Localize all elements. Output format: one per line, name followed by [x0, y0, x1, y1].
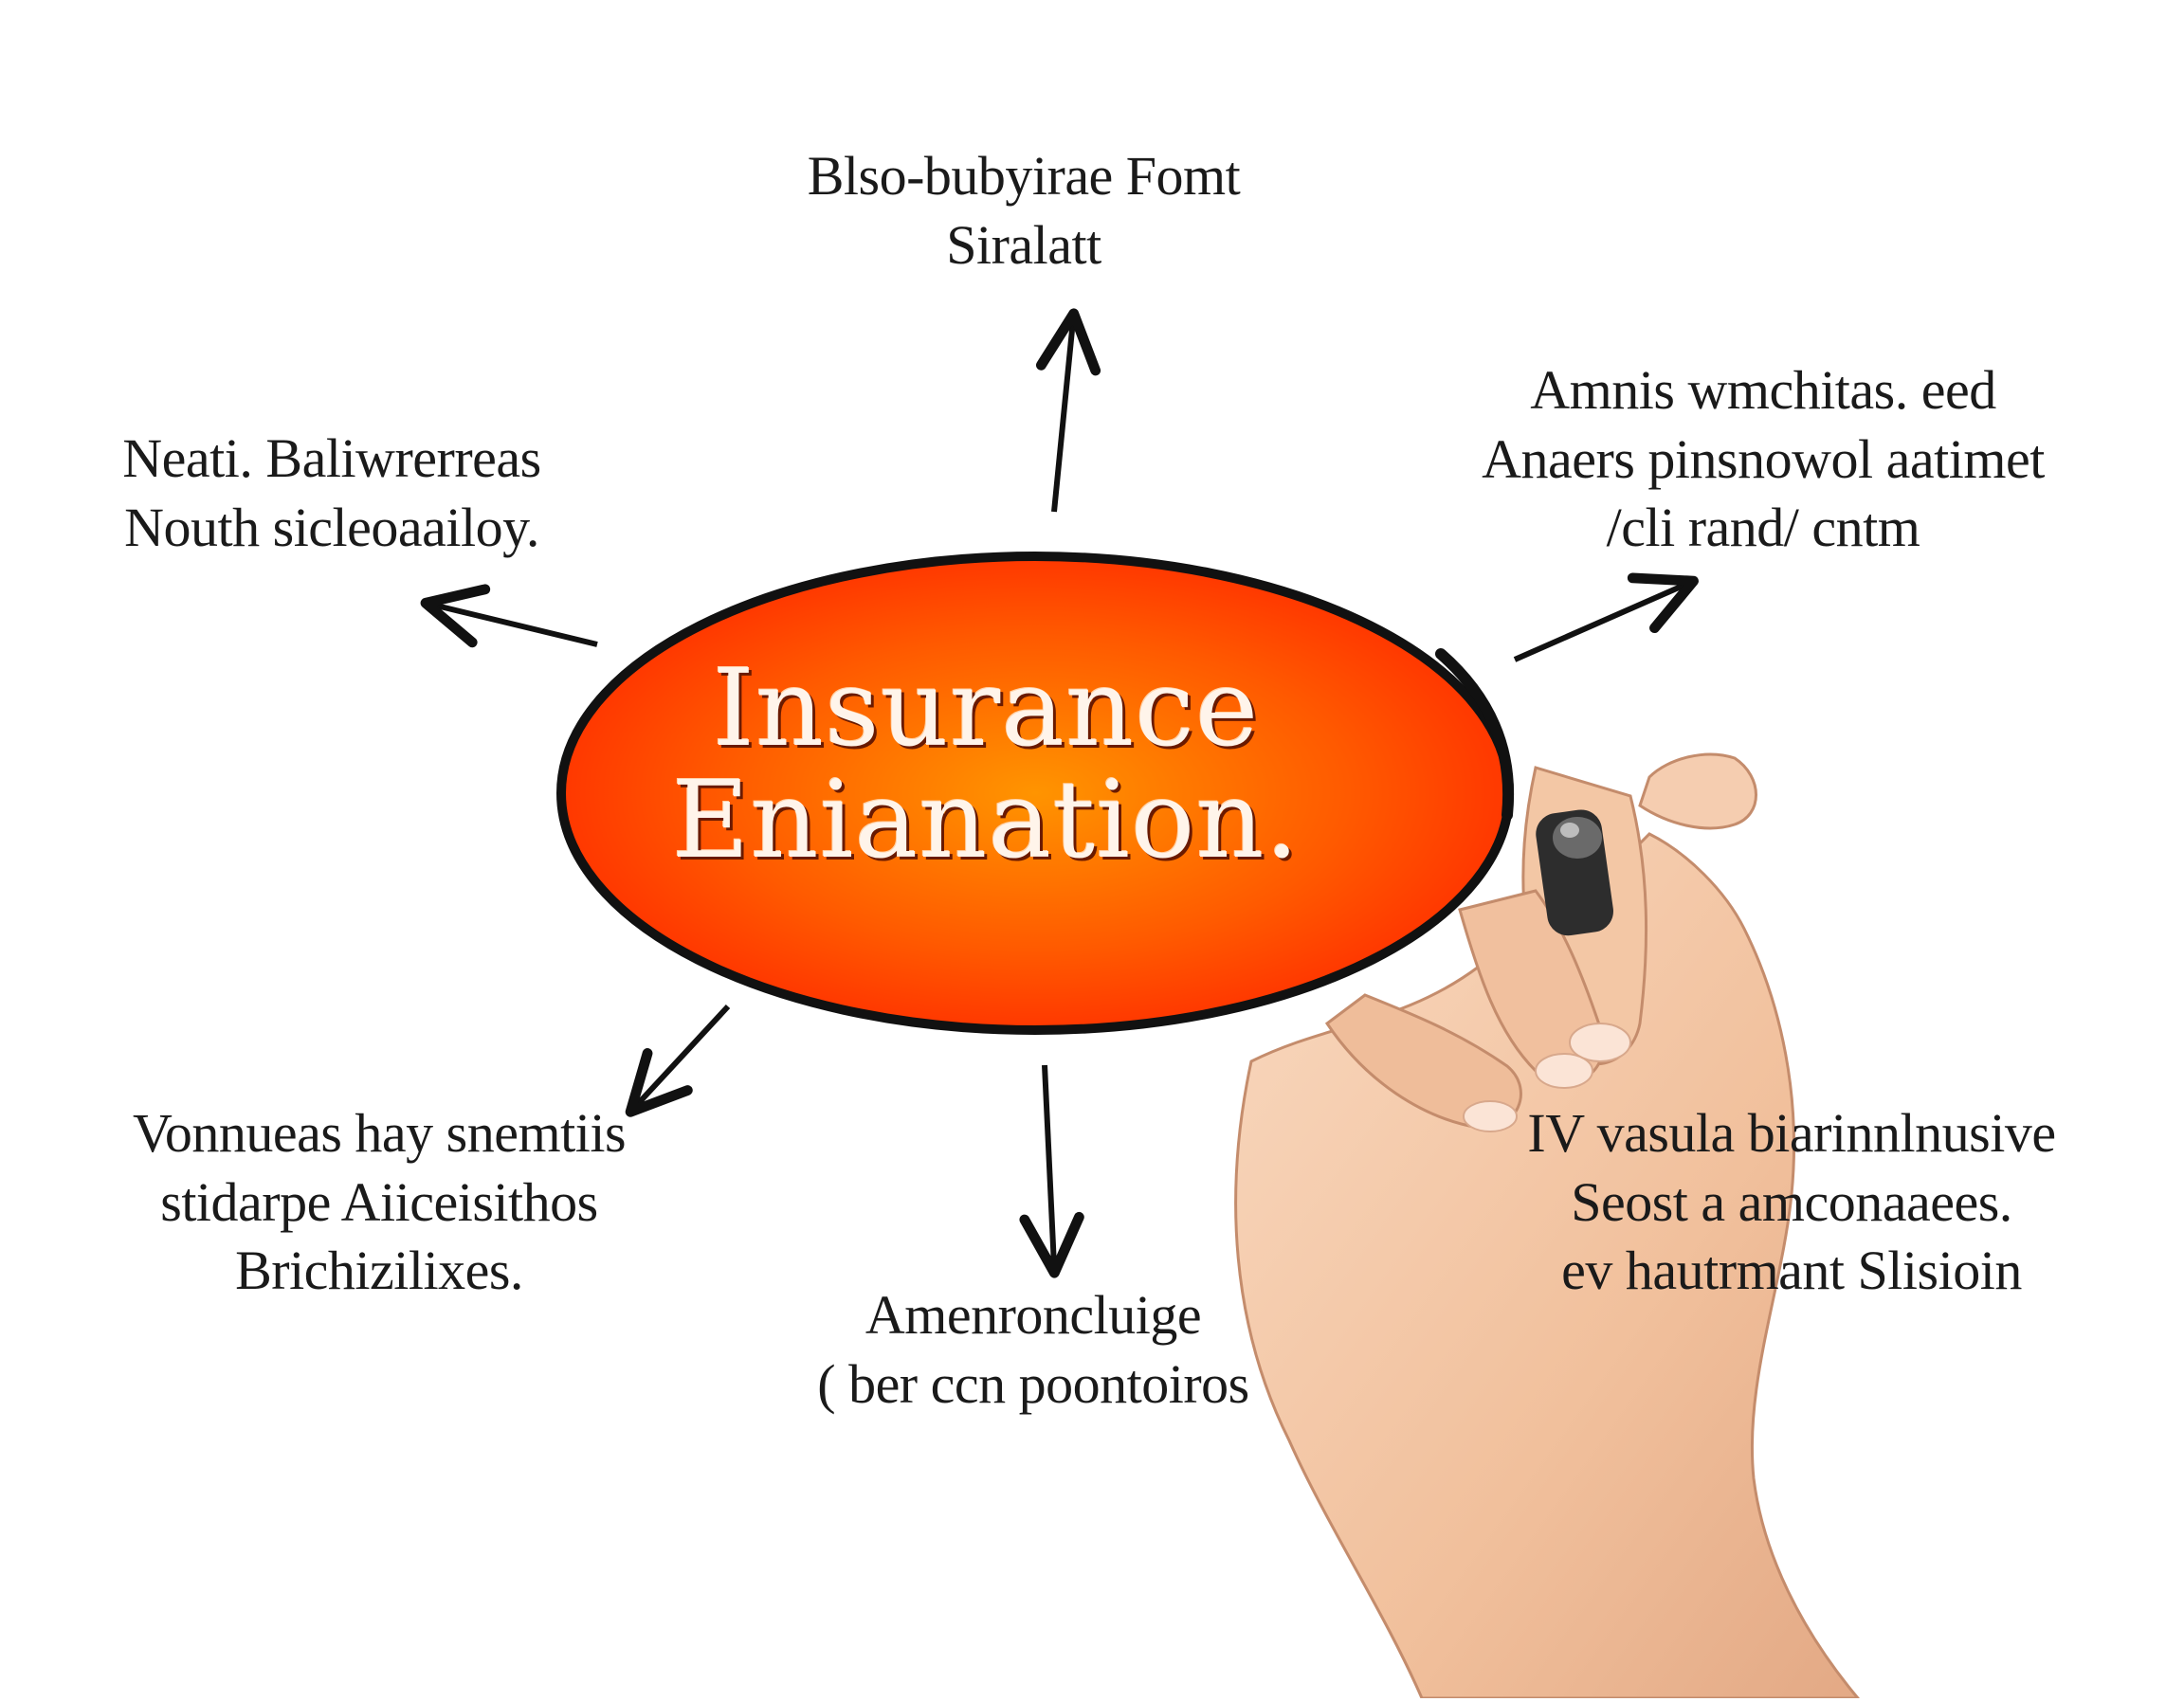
node-bottom-right-line-3: ev hautrmant Slisioin	[1561, 1240, 2022, 1301]
node-left-line-2: Nouth sicleoaailoy.	[124, 496, 539, 558]
node-bottom-left-line-2: stidarpe Aiiceisithos	[160, 1170, 598, 1233]
node-top-right: Amnis wmchitas. eed Anaers pinsnowol aat…	[1422, 356, 2104, 563]
center-title-line-1: Insurance	[712, 647, 1260, 770]
node-bottom-line-1: Amenroncluige	[864, 1284, 1202, 1346]
node-bottom-left: Vonnueas hay snemtiis stidarpe Aiiceisit…	[66, 1099, 692, 1306]
hand-ring-nail	[1463, 1100, 1518, 1132]
arrow-top-right	[1513, 572, 1699, 662]
node-bottom-line-2: ( ber ccn poontoiros	[817, 1352, 1249, 1415]
arrow-left	[420, 584, 598, 648]
hand-ring-finger	[1324, 993, 1522, 1130]
node-top-right-line-1: Amnis wmchitas. eed	[1530, 359, 1996, 421]
node-top-line-2: Siralatt	[946, 213, 1101, 276]
node-bottom-right-line-1: IV vasula biarinnlnusive	[1527, 1102, 2056, 1164]
node-left: Neati. Baliwrerreas Nouth sicleoaailoy.	[57, 425, 607, 562]
marker-cap-highlight	[1553, 817, 1602, 859]
marker-cap-shine	[1560, 823, 1579, 838]
arrow-bottom-left	[625, 1004, 731, 1117]
arrow-top	[1035, 308, 1101, 513]
hand-middle-nail	[1535, 1053, 1593, 1089]
node-bottom-right: IV vasula biarinnlnusive Seost a amconaa…	[1479, 1099, 2104, 1306]
node-top: Blso-bubyirae Fomt Siralatt	[720, 142, 1327, 280]
node-bottom-left-line-3: Brichizilixes.	[235, 1240, 523, 1301]
center-title: Insurance Enianation.	[588, 647, 1384, 882]
node-top-right-line-2: Anaers pinsnowol aatimet	[1482, 427, 2045, 490]
node-left-line-1: Neati. Baliwrerreas	[122, 427, 541, 489]
node-bottom: Amenroncluige ( ber ccn poontoiros	[749, 1281, 1318, 1419]
node-bottom-left-line-1: Vonnueas hay snemtiis	[132, 1102, 627, 1164]
node-bottom-right-line-2: Seost a amconaaees.	[1571, 1170, 2012, 1233]
hand-thumb	[1638, 752, 1757, 830]
arrow-bottom	[1019, 1064, 1084, 1278]
node-top-right-line-3: /cli rand/ cntm	[1606, 497, 1920, 558]
hand-index-nail	[1569, 1023, 1631, 1062]
hand-illustration	[1234, 752, 1862, 1700]
node-top-line-1: Blso-bubyirae Fomt	[807, 145, 1241, 207]
center-title-line-2: Enianation.	[671, 758, 1301, 882]
center-ellipse-stroke-accent	[1435, 648, 1515, 821]
